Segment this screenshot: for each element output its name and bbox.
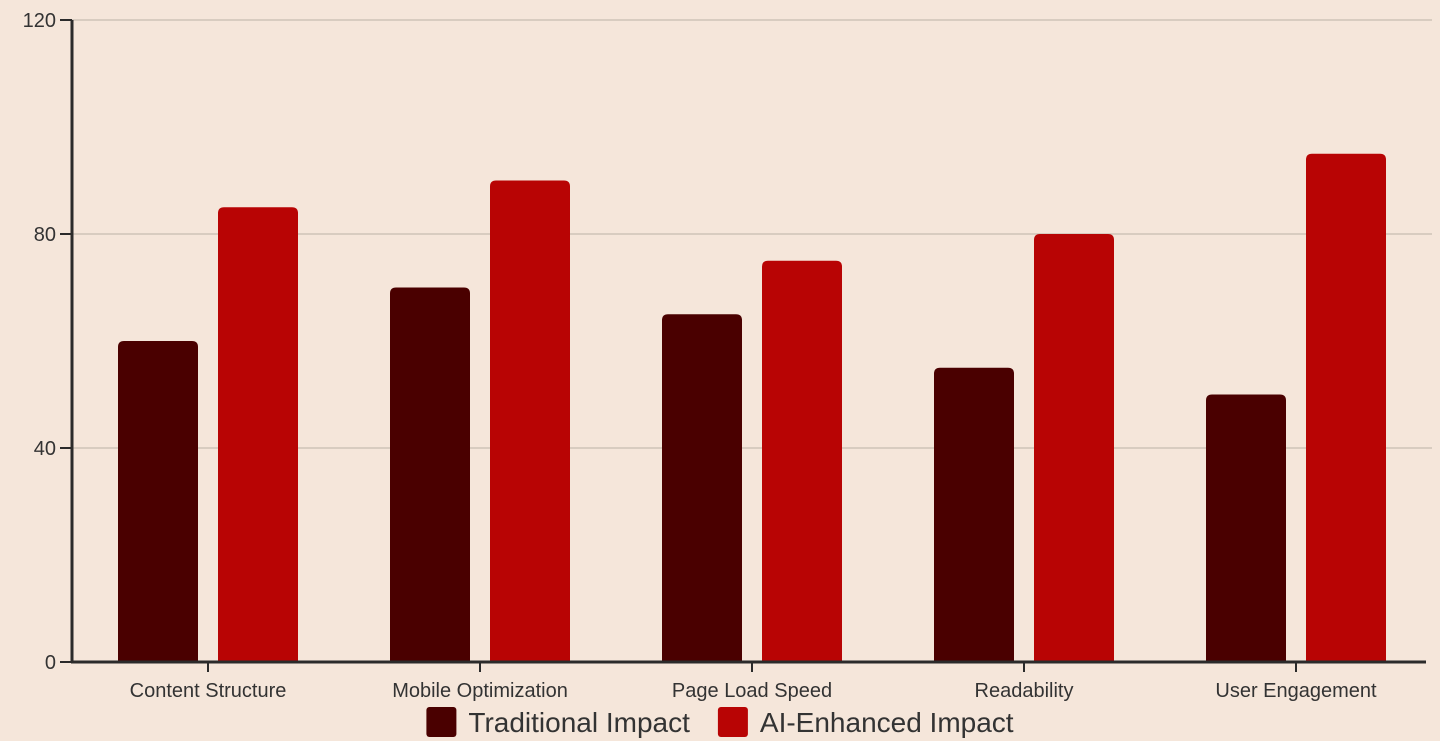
y-tick-label: 120 [23,10,56,32]
y-tick-label: 40 [34,438,56,460]
y-axis-ticks: 0 40 80 120 [23,10,72,674]
bar-traditional-readability [934,367,1014,662]
legend: Traditional Impact AI-Enhanced Impact [426,707,1014,738]
bar-ai-enhanced-content-structure [218,207,298,662]
bar-ai-enhanced-mobile-optimization [490,180,570,662]
bar-ai-enhanced-page-load-speed [762,260,842,662]
x-tick-label: User Engagement [1215,680,1377,702]
x-tick-label: Page Load Speed [672,680,832,702]
bars [118,153,1386,662]
legend-swatch-traditional [426,707,457,737]
legend-label-traditional: Traditional Impact [468,707,690,738]
bar-ai-enhanced-user-engagement [1306,153,1386,662]
grid-lines [72,19,1432,449]
bar-traditional-mobile-optimization [390,287,470,662]
axes [70,20,1426,664]
x-tick-label: Content Structure [130,680,287,702]
legend-swatch-ai-enhanced [717,707,748,737]
bar-traditional-user-engagement [1206,394,1286,662]
x-tick-label: Readability [975,680,1074,702]
y-tick-label: 80 [34,224,56,246]
x-tick-label: Mobile Optimization [392,680,568,702]
x-axis-ticks: Content Structure Mobile Optimization Page… [130,662,1377,702]
bar-traditional-page-load-speed [662,314,742,662]
bar-traditional-content-structure [118,341,198,662]
legend-label-ai-enhanced: AI-Enhanced Impact [760,707,1014,738]
y-tick-label: 0 [45,652,56,674]
bar-ai-enhanced-readability [1034,234,1114,662]
